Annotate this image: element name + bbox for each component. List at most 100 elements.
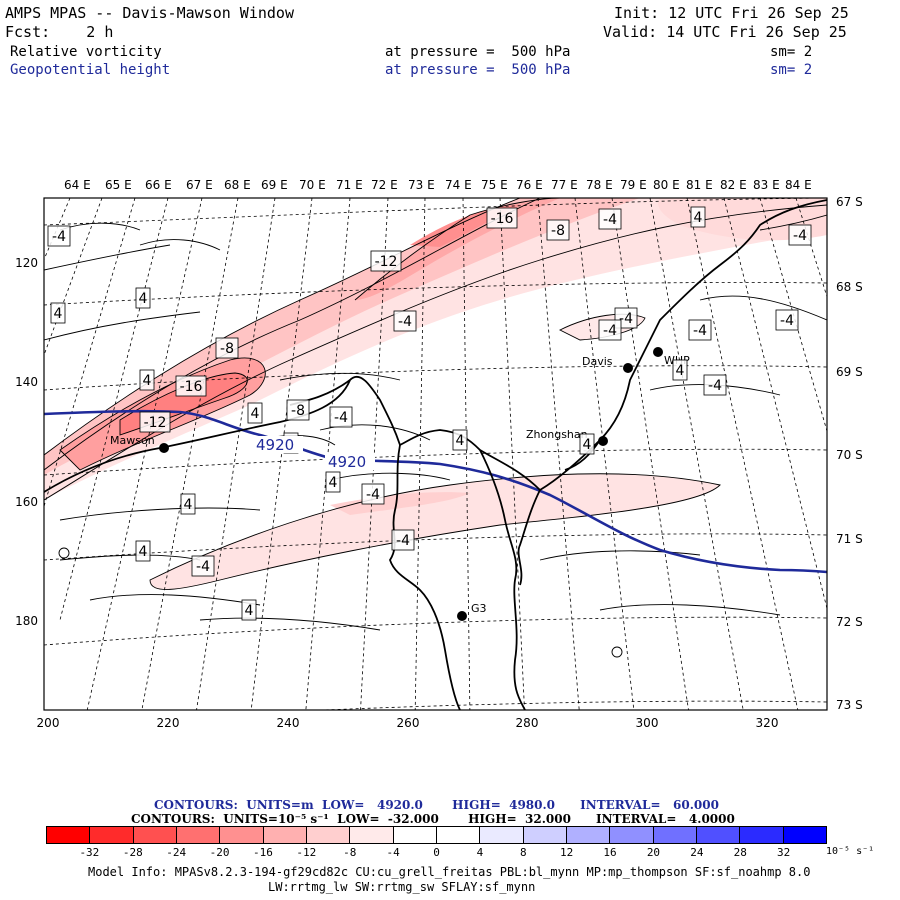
vorticity-label: -16 (180, 379, 203, 395)
lat-label: 67 S (836, 195, 863, 209)
bottom-x-labels: 200 220 240 260 280 300 320 (37, 716, 779, 730)
vorticity-label-box (329, 406, 353, 428)
lon-label: 81 E (686, 178, 713, 192)
vorticity-label: 4 (329, 475, 338, 491)
colorbar-label: -32 (79, 846, 100, 859)
vorticity-label: 4 (583, 437, 592, 453)
right-latitude-labels: 67 S 68 S 69 S 70 S 71 S 72 S 73 S (836, 195, 863, 712)
lat-label: 73 S (836, 698, 863, 712)
colorbar-cell (436, 827, 481, 843)
vorticity-label-box (579, 433, 595, 455)
davis-marker (623, 363, 633, 373)
model-info: Model Info: MPASv8.2.3-194-gf29cd82c CU:… (88, 865, 811, 879)
valid-time: Valid: 14 UTC Fri 26 Sep 25 (603, 23, 847, 41)
vorticity-label: -4 (398, 314, 412, 330)
vorticity-label-box (139, 369, 155, 391)
colorbar-label: -28 (122, 846, 143, 859)
colorbar-label: 24 (690, 846, 704, 859)
y-label: 180 (15, 614, 38, 628)
colorbar-cell (653, 827, 697, 843)
vorticity-label: -4 (603, 323, 617, 339)
colorbar-cell (90, 827, 134, 843)
contours-low: LOW= 4920.0 (322, 798, 423, 812)
y-label: 140 (15, 375, 38, 389)
colorbar-cell (133, 827, 177, 843)
vorticity-label: 4 (251, 406, 260, 422)
field1-name: Relative vorticity (10, 44, 162, 60)
vorticity-label-box (325, 471, 341, 493)
x-label: 200 (37, 716, 60, 730)
vorticity-label: 4 (245, 603, 254, 619)
field2-name: Geopotential height (10, 62, 171, 78)
lon-label: 79 E (620, 178, 647, 192)
colorbar-cell (350, 827, 394, 843)
colorbar-cell (220, 827, 264, 843)
vorticity-label-box (546, 219, 570, 241)
vorticity-label: -4 (52, 229, 66, 245)
contours-high: HIGH= 32.000 (468, 812, 571, 826)
vorticity-label: -4 (366, 487, 380, 503)
colorbar-cell (306, 827, 351, 843)
vorticity-label-box (775, 309, 799, 331)
vorticity-label-box (191, 555, 215, 577)
zhongshan-marker (598, 436, 608, 446)
colorbar-label: 32 (776, 846, 791, 859)
lat-label: 68 S (836, 280, 863, 294)
contours-word: CONTOURS: (131, 812, 215, 826)
vorticity-label-box (672, 359, 688, 381)
y-label: 120 (15, 256, 38, 270)
vorticity-label: -12 (144, 415, 167, 431)
map-content (44, 198, 827, 710)
forecast-hour: Fcst: 2 h (5, 23, 114, 41)
x-label: 220 (157, 716, 180, 730)
vorticity-label-box (690, 206, 706, 228)
vorticity-label-box (135, 287, 151, 309)
lon-label: 77 E (551, 178, 578, 192)
colorbar-cell (696, 827, 741, 843)
x-label: 260 (397, 716, 420, 730)
colorbar-label: 16 (603, 846, 617, 859)
vorticity-label: -4 (793, 228, 807, 244)
vorticity-label: 4 (676, 363, 685, 379)
vorticity-label-box (286, 399, 310, 421)
lat-label: 71 S (836, 532, 863, 546)
height-label: 4920 (256, 436, 294, 454)
vorticity-label-box (215, 337, 239, 359)
vorticity-label-box (175, 375, 207, 397)
vorticity-label-box (703, 374, 727, 396)
vorticity-label: -12 (375, 254, 398, 270)
vorticity-label: 4 (694, 210, 703, 226)
colorbar-label: 4 (476, 846, 484, 859)
colorbar-cell (47, 827, 91, 843)
colorbar-cell (566, 827, 611, 843)
colorbar-label: -8 (343, 846, 357, 859)
vorticity-label-box (598, 208, 622, 230)
init-time: Init: 12 UTC Fri 26 Sep 25 (614, 4, 849, 22)
lon-label: 68 E (224, 178, 251, 192)
colorbar-label: -12 (296, 846, 317, 859)
vorticity-label-box (486, 207, 518, 229)
contours-interval: INTERVAL= 60.000 (580, 798, 719, 812)
lon-label: 78 E (586, 178, 613, 192)
colorbar-cell (610, 827, 654, 843)
vorticity-label: -4 (334, 410, 348, 426)
field1-smoothing: sm= 2 (770, 44, 813, 60)
vorticity-label: 4 (143, 373, 152, 389)
vorticity-label-box (688, 319, 712, 341)
contours-word: CONTOURS: (154, 798, 238, 812)
x-label: 240 (277, 716, 300, 730)
lat-label: 69 S (836, 365, 863, 379)
mawson-marker (159, 443, 169, 453)
vorticity-label-box (788, 224, 812, 246)
contours-units: UNITS=m (246, 798, 314, 812)
vorticity-label: -8 (220, 341, 234, 357)
vorticity-label: 4 (456, 433, 465, 449)
stations: Mawson Davis WHP Zhongshan G3 (110, 347, 690, 621)
vorticity-label: 4 (139, 291, 148, 307)
vorticity-label-box (452, 429, 468, 451)
vorticity-contour-info: CONTOURS: UNITS=10⁻⁵ s⁻¹ LOW= -32.000 HI… (131, 812, 735, 826)
vorticity-label: 4 (139, 544, 148, 560)
colorbar-cell (523, 827, 567, 843)
lon-label: 65 E (105, 178, 132, 192)
